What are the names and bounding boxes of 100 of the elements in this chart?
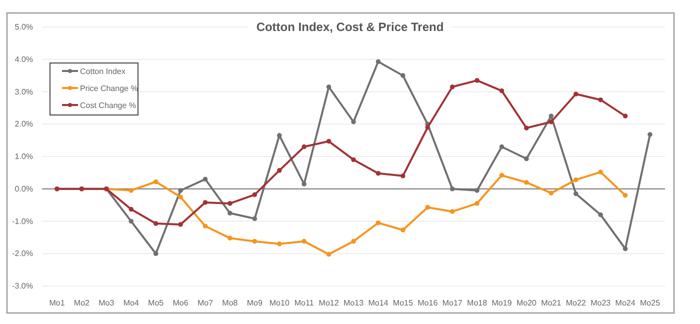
point: [450, 209, 455, 214]
point: [573, 92, 578, 96]
x-tick-label: Mo6: [172, 298, 189, 308]
point: [499, 88, 504, 94]
x-tick-label: Mo5: [148, 298, 164, 308]
x-tick-label: Mo24: [615, 298, 636, 308]
x-tick-label: Mo15: [392, 298, 414, 308]
point: [450, 84, 455, 90]
point: [499, 144, 504, 150]
point: [598, 212, 603, 218]
x-tick-label: Mo9: [246, 298, 263, 308]
point: [153, 179, 158, 184]
point: [622, 192, 628, 198]
point: [128, 218, 134, 224]
point: [326, 84, 332, 90]
x-tick-label: Mo22: [566, 298, 586, 308]
x-tick-label: Mo18: [467, 298, 488, 308]
point: [376, 170, 381, 176]
point: [202, 224, 208, 228]
point: [351, 119, 356, 124]
point: [622, 246, 628, 252]
point: [548, 114, 554, 118]
x-tick-label: Mo10: [269, 298, 290, 308]
x-tick-label: Mo3: [98, 298, 115, 308]
point: [425, 124, 430, 130]
point: [326, 252, 332, 257]
legend-label: Price Change %: [80, 84, 138, 93]
point: [548, 119, 554, 124]
x-tick-label: Mo7: [197, 298, 214, 308]
point: [598, 170, 603, 174]
point: [276, 168, 282, 173]
point: [524, 126, 529, 130]
point: [326, 138, 332, 144]
point: [648, 132, 652, 137]
point: [376, 59, 381, 64]
point: [128, 206, 134, 212]
point: [598, 97, 603, 102]
x-tick-label: Mo13: [343, 298, 364, 308]
point: [252, 238, 258, 244]
point: [474, 188, 480, 193]
point: [474, 78, 480, 83]
point: [276, 242, 282, 246]
point: [153, 221, 158, 226]
x-tick-label: Mo14: [368, 298, 389, 308]
point: [228, 236, 232, 240]
x-tick-label: Mo23: [590, 298, 612, 308]
y-tick-label: -3.0%: [12, 282, 33, 291]
y-tick-label: -2.0%: [12, 249, 33, 258]
x-tick-label: Mo17: [442, 298, 463, 308]
x-tick-label: Mo1: [49, 298, 66, 308]
point: [376, 220, 381, 226]
x-tick-label: Mo25: [640, 298, 661, 308]
point: [228, 210, 232, 216]
point: [302, 182, 306, 186]
point: [573, 191, 578, 196]
point: [252, 216, 258, 222]
y-tick-label: 2.0%: [14, 120, 33, 129]
point: [302, 144, 306, 150]
point: [276, 133, 282, 138]
x-tick-label: Mo4: [123, 298, 140, 308]
chart-title: Cotton Index, Cost & Price Trend: [256, 20, 444, 34]
x-tick-label: Mo16: [418, 298, 438, 308]
y-tick-label: 3.0%: [14, 87, 33, 96]
x-tick-label: Mo12: [318, 298, 340, 308]
point: [153, 251, 158, 256]
y-tick-label: 5.0%: [14, 22, 33, 32]
y-tick-label: 1.0%: [14, 152, 33, 162]
point: [425, 204, 430, 210]
point: [351, 157, 356, 162]
point: [499, 172, 504, 178]
point: [178, 194, 183, 200]
point: [474, 201, 480, 206]
point: [202, 200, 208, 205]
point: [524, 180, 529, 185]
point: [573, 177, 578, 182]
point: [400, 174, 406, 178]
point: [524, 156, 529, 162]
point: [202, 176, 208, 182]
x-tick-label: Mo2: [74, 298, 90, 308]
legend-label: Cotton Index: [80, 67, 126, 76]
point: [450, 186, 455, 192]
y-tick-label: 0.0%: [14, 184, 33, 194]
x-tick-label: Mo11: [294, 298, 314, 308]
point: [548, 190, 554, 196]
point: [178, 222, 183, 227]
x-tick-label: Mo8: [222, 298, 238, 308]
x-tick-label: Mo19: [492, 298, 512, 308]
point: [302, 238, 306, 244]
y-tick-label: 4.0%: [14, 54, 33, 64]
point: [622, 114, 628, 118]
legend-label: Cost Change %: [80, 101, 136, 110]
y-tick-label: -1.0%: [12, 216, 33, 226]
point: [351, 238, 356, 244]
x-tick-label: Mo21: [541, 298, 562, 308]
point: [128, 188, 134, 193]
point: [400, 228, 406, 232]
point: [178, 188, 183, 193]
point: [252, 192, 258, 198]
point: [400, 73, 406, 78]
point: [228, 201, 232, 206]
